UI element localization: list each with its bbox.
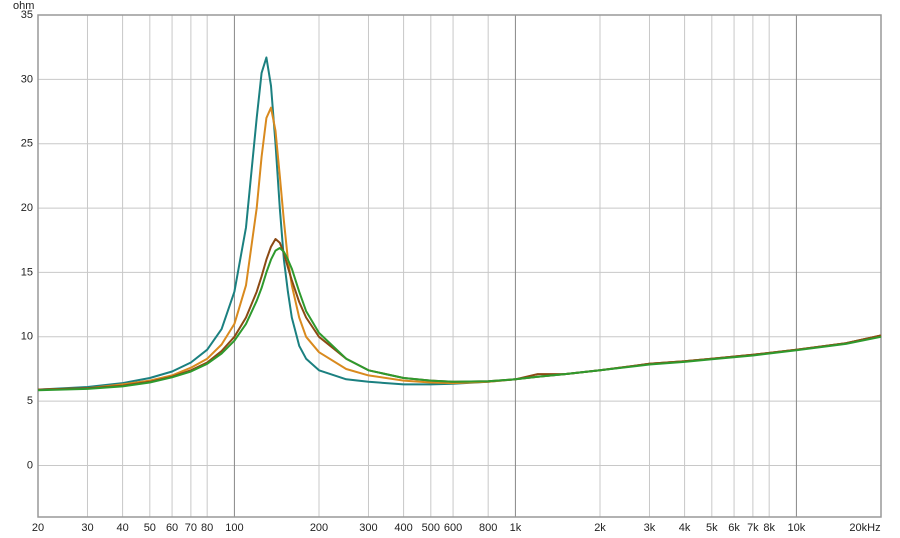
- x-tick-label: 30: [81, 522, 93, 534]
- x-tick-label: 5k: [706, 522, 718, 534]
- x-tick-label: 300: [359, 522, 377, 534]
- y-tick-label: 20: [21, 202, 33, 214]
- x-tick-label: 50: [144, 522, 156, 534]
- y-axis-label: ohm: [13, 0, 34, 12]
- x-tick-label: 2k: [594, 522, 606, 534]
- x-tick-label: 20kHz: [849, 522, 880, 534]
- y-tick-label: 35: [21, 9, 33, 21]
- x-tick-label: 3k: [644, 522, 656, 534]
- plot-area: [38, 15, 881, 517]
- x-tick-label: 100: [225, 522, 243, 534]
- x-tick-label: 200: [310, 522, 328, 534]
- x-tick-label: 60: [166, 522, 178, 534]
- x-tick-label: 4k: [679, 522, 691, 534]
- x-tick-label: 500: [422, 522, 440, 534]
- x-tick-label: 7k: [747, 522, 759, 534]
- x-tick-label: 20: [32, 522, 44, 534]
- series-line: [37, 247, 882, 392]
- x-tick-label: 40: [116, 522, 128, 534]
- x-tick-label: 6k: [728, 522, 740, 534]
- y-tick-label: 10: [21, 331, 33, 343]
- plot-frame: [37, 14, 882, 518]
- x-tick-label: 80: [201, 522, 213, 534]
- x-tick-label: 8k: [763, 522, 775, 534]
- x-tick-label: 400: [394, 522, 412, 534]
- x-tick-label: 1k: [510, 522, 522, 534]
- y-tick-label: 15: [21, 266, 33, 278]
- y-tick-label: 0: [27, 459, 33, 471]
- y-tick-label: 25: [21, 138, 33, 150]
- x-tick-label: 800: [479, 522, 497, 534]
- y-tick-label: 5: [27, 395, 33, 407]
- y-tick-label: 30: [21, 73, 33, 85]
- x-tick-label: 70: [185, 522, 197, 534]
- x-tick-label: 600: [444, 522, 462, 534]
- x-tick-label: 10k: [788, 522, 806, 534]
